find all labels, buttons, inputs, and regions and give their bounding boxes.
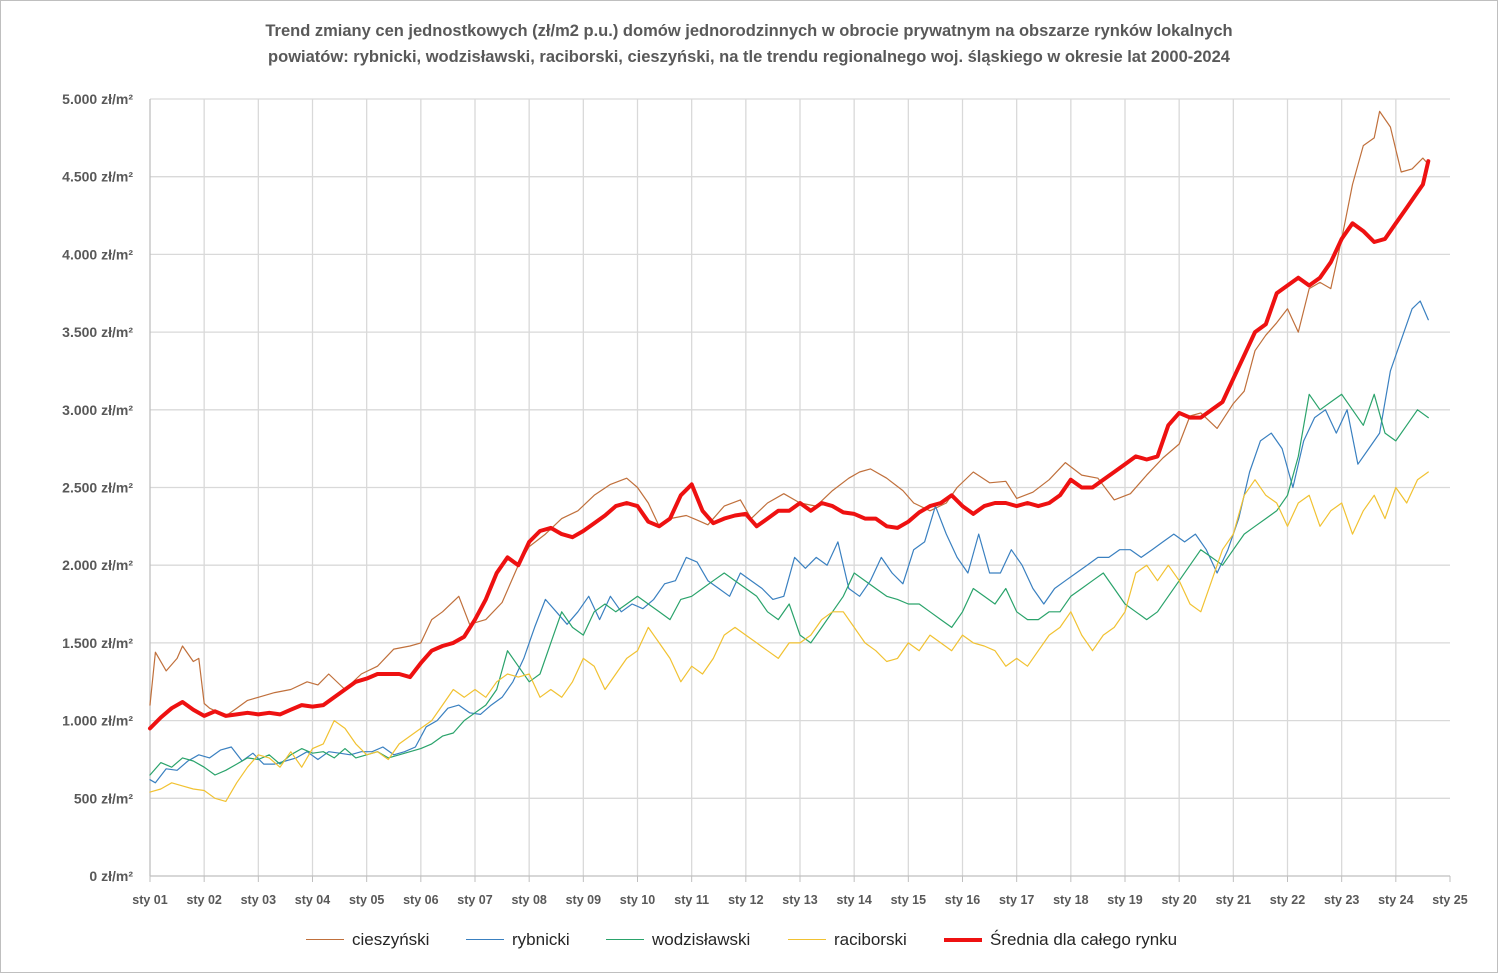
x-axis: sty 01 sty 02 sty 03 sty 04 sty 05 sty 06 sty … bbox=[132, 99, 1468, 907]
x-tick-label: sty 25 bbox=[1432, 893, 1467, 907]
x-tick-label: sty 14 bbox=[836, 893, 871, 907]
y-tick-label: 4.000 zł/m² bbox=[62, 246, 133, 262]
legend-swatch bbox=[306, 939, 344, 940]
series-line-4 bbox=[148, 159, 1431, 731]
x-tick-label: sty 16 bbox=[945, 893, 980, 907]
x-tick-label: sty 09 bbox=[566, 893, 601, 907]
x-tick-label: sty 03 bbox=[241, 893, 276, 907]
x-tick-label: sty 13 bbox=[782, 893, 817, 907]
x-tick-label: sty 17 bbox=[999, 893, 1034, 907]
series-line-2 bbox=[149, 393, 1429, 776]
series-line-1 bbox=[149, 300, 1429, 784]
legend: cieszyński rybnicki wodzisławski raciborski… bbox=[0, 928, 1498, 952]
x-tick-label: sty 21 bbox=[1216, 893, 1251, 907]
y-tick-label: 3.500 zł/m² bbox=[62, 324, 133, 340]
x-tick-label: sty 02 bbox=[186, 893, 221, 907]
legend-label: Średnia dla całego rynku bbox=[990, 930, 1178, 949]
x-tick-label: sty 24 bbox=[1378, 893, 1413, 907]
legend-swatch bbox=[788, 939, 826, 940]
y-tick-label: 1.500 zł/m² bbox=[62, 635, 133, 651]
y-tick-label: 4.500 zł/m² bbox=[62, 169, 133, 185]
x-tick-label: sty 15 bbox=[891, 893, 926, 907]
y-tick-label: 2.000 zł/m² bbox=[62, 557, 133, 573]
chart-title-line-2: powiatów: rybnicki, wodzisławski, racibo… bbox=[268, 48, 1230, 66]
x-tick-label: sty 11 bbox=[674, 893, 709, 907]
x-tick-label: sty 18 bbox=[1053, 893, 1088, 907]
legend-swatch bbox=[944, 938, 982, 942]
series-lines bbox=[148, 110, 1431, 803]
y-axis-tick-labels: 0 zł/m² 500 zł/m² 1.000 zł/m² 1.500 zł/m² 2.… bbox=[62, 91, 133, 884]
x-tick-label: sty 20 bbox=[1161, 893, 1196, 907]
legend-label: rybnicki bbox=[512, 930, 570, 949]
gridlines bbox=[150, 98, 1450, 876]
y-tick-label: 0 zł/m² bbox=[89, 868, 133, 884]
x-tick-label: sty 10 bbox=[620, 893, 655, 907]
legend-label: wodzisławski bbox=[652, 930, 751, 949]
x-tick-label: sty 23 bbox=[1324, 893, 1359, 907]
y-tick-label: 1.000 zł/m² bbox=[62, 713, 133, 729]
legend-swatch bbox=[606, 939, 644, 940]
legend-swatch bbox=[466, 939, 504, 940]
x-tick-label: sty 01 bbox=[132, 893, 167, 907]
x-tick-label: sty 22 bbox=[1270, 893, 1305, 907]
legend-label: cieszyński bbox=[352, 930, 430, 949]
x-tick-label: sty 08 bbox=[511, 893, 546, 907]
y-tick-label: 5.000 zł/m² bbox=[62, 91, 133, 107]
x-tick-label: sty 04 bbox=[295, 893, 330, 907]
series-line-0 bbox=[149, 110, 1429, 717]
x-tick-label: sty 07 bbox=[457, 893, 492, 907]
x-tick-label: sty 05 bbox=[349, 893, 384, 907]
y-tick-label: 3.000 zł/m² bbox=[62, 402, 133, 418]
y-tick-label: 500 zł/m² bbox=[74, 790, 133, 806]
chart-title-line-1: Trend zmiany cen jednostkowych (zł/m2 p.… bbox=[265, 22, 1233, 40]
x-tick-label: sty 19 bbox=[1107, 893, 1142, 907]
y-tick-label: 2.500 zł/m² bbox=[62, 480, 133, 496]
legend-label: raciborski bbox=[834, 930, 907, 949]
x-tick-label: sty 12 bbox=[728, 893, 763, 907]
series-line-3 bbox=[149, 471, 1429, 803]
chart-title: Trend zmiany cen jednostkowych (zł/m2 p.… bbox=[0, 18, 1498, 70]
x-tick-label: sty 06 bbox=[403, 893, 438, 907]
